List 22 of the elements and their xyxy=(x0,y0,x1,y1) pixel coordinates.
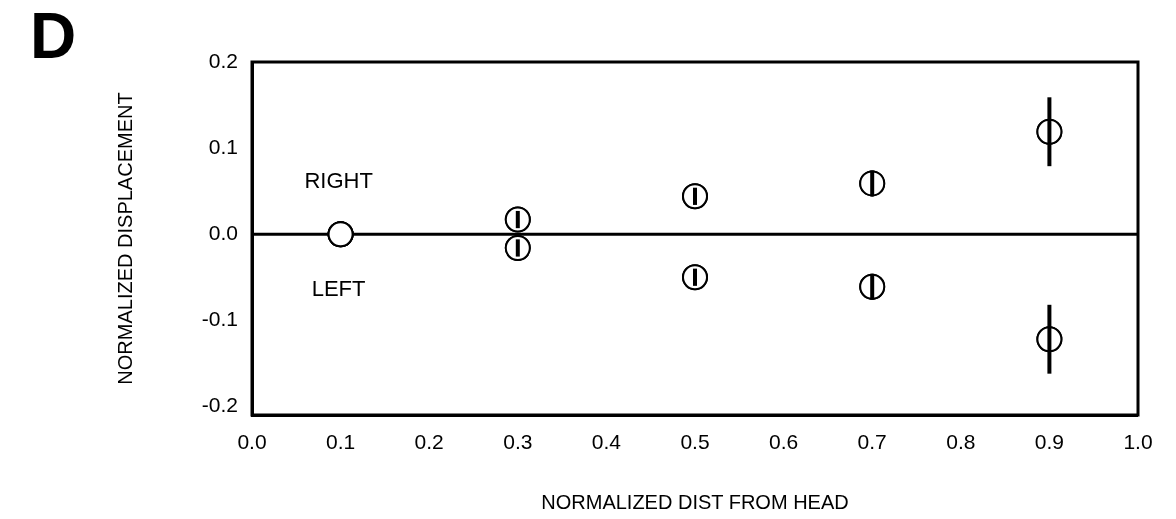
x-tick-label: 1.0 xyxy=(1123,430,1153,454)
x-tick-label: 0.9 xyxy=(1034,430,1064,454)
y-tick-label: 0.1 xyxy=(208,134,238,158)
y-axis-title: NORMALIZED DISPLACEMENT xyxy=(113,92,136,385)
y-tick-label: 0.0 xyxy=(208,220,238,244)
series-label: RIGHT xyxy=(304,168,373,194)
y-tick-label: -0.2 xyxy=(201,393,238,417)
point xyxy=(327,221,354,248)
y-tick-label: -0.1 xyxy=(201,307,238,331)
x-tick-label: 0.4 xyxy=(591,430,622,454)
x-tick-label: 0.8 xyxy=(946,430,976,454)
chart-title: D xyxy=(30,0,77,72)
y-tick-label: 0.2 xyxy=(208,48,238,72)
x-tick-label: 0.5 xyxy=(680,430,710,454)
x-tick-label: 0.1 xyxy=(326,430,356,454)
x-tick-label: 0.3 xyxy=(503,430,533,454)
series-label: LEFT xyxy=(311,276,366,302)
x-tick-label: 0.6 xyxy=(769,430,799,454)
x-tick-label: 0.2 xyxy=(414,430,444,454)
x-axis-title: NORMALIZED DIST FROM HEAD xyxy=(541,490,849,513)
x-tick-label: 0.7 xyxy=(857,430,887,454)
x-tick-label: 0.0 xyxy=(237,430,267,454)
